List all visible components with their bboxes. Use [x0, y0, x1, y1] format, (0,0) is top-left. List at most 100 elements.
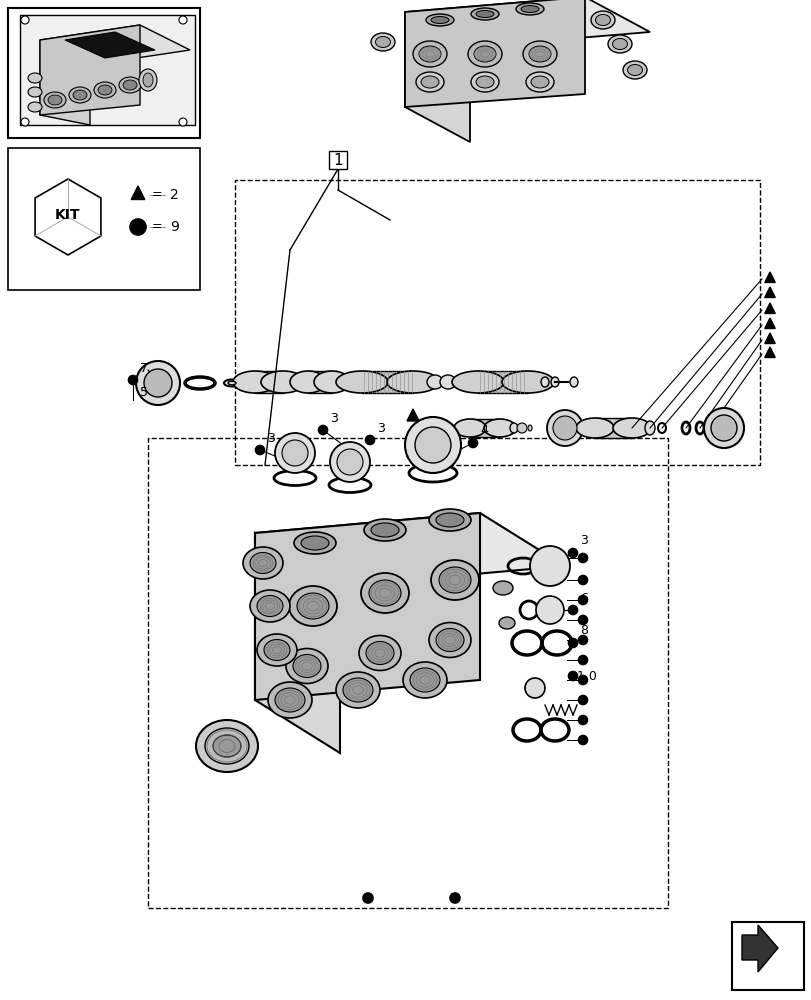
- Ellipse shape: [233, 371, 277, 393]
- Ellipse shape: [483, 419, 515, 437]
- Circle shape: [363, 893, 372, 903]
- Circle shape: [135, 361, 180, 405]
- Text: 3: 3: [579, 534, 587, 546]
- Ellipse shape: [264, 640, 290, 660]
- Polygon shape: [35, 179, 101, 255]
- Polygon shape: [131, 186, 144, 200]
- Text: 5: 5: [139, 385, 148, 398]
- Ellipse shape: [402, 662, 446, 698]
- Circle shape: [552, 416, 577, 440]
- Ellipse shape: [314, 371, 350, 393]
- Ellipse shape: [289, 586, 337, 626]
- Polygon shape: [255, 533, 340, 753]
- Ellipse shape: [644, 421, 654, 435]
- Circle shape: [318, 426, 327, 434]
- Circle shape: [178, 16, 187, 24]
- Circle shape: [530, 546, 569, 586]
- Circle shape: [577, 554, 587, 562]
- Ellipse shape: [290, 371, 325, 393]
- Ellipse shape: [594, 14, 610, 26]
- Ellipse shape: [28, 87, 42, 97]
- Polygon shape: [594, 418, 631, 438]
- Circle shape: [468, 438, 477, 448]
- Ellipse shape: [521, 6, 539, 13]
- Circle shape: [568, 672, 577, 680]
- Text: 1: 1: [333, 153, 342, 168]
- Circle shape: [365, 436, 374, 444]
- Ellipse shape: [526, 72, 553, 92]
- Ellipse shape: [453, 419, 486, 437]
- Ellipse shape: [257, 634, 297, 666]
- Text: =: =: [152, 221, 162, 234]
- Text: 1 0: 1 0: [577, 670, 596, 682]
- Polygon shape: [406, 445, 418, 457]
- Circle shape: [577, 696, 587, 704]
- Ellipse shape: [195, 720, 258, 772]
- Circle shape: [568, 548, 577, 558]
- Ellipse shape: [69, 87, 91, 103]
- Ellipse shape: [551, 377, 558, 387]
- Text: 9: 9: [169, 220, 178, 234]
- Ellipse shape: [436, 513, 463, 527]
- Text: KIT: KIT: [55, 208, 80, 222]
- Ellipse shape: [250, 552, 276, 574]
- Circle shape: [414, 427, 450, 463]
- Ellipse shape: [139, 69, 157, 91]
- Circle shape: [281, 440, 307, 466]
- Circle shape: [535, 596, 564, 624]
- Circle shape: [337, 449, 363, 475]
- Ellipse shape: [413, 41, 446, 67]
- Polygon shape: [255, 371, 283, 393]
- Ellipse shape: [475, 76, 493, 88]
- Ellipse shape: [440, 375, 456, 389]
- Ellipse shape: [73, 90, 87, 100]
- Ellipse shape: [575, 418, 613, 438]
- Ellipse shape: [501, 371, 553, 393]
- Circle shape: [405, 417, 461, 473]
- Circle shape: [449, 893, 460, 903]
- Ellipse shape: [474, 46, 496, 62]
- Polygon shape: [405, 12, 470, 142]
- Ellipse shape: [410, 668, 440, 692]
- Ellipse shape: [415, 72, 444, 92]
- Polygon shape: [764, 272, 775, 282]
- Ellipse shape: [515, 3, 543, 15]
- Polygon shape: [405, 0, 649, 47]
- Ellipse shape: [293, 654, 320, 678]
- Polygon shape: [405, 0, 584, 107]
- Ellipse shape: [363, 519, 406, 541]
- Circle shape: [128, 375, 137, 384]
- Ellipse shape: [528, 46, 551, 62]
- Polygon shape: [65, 32, 155, 58]
- Ellipse shape: [375, 36, 390, 48]
- Ellipse shape: [431, 560, 478, 600]
- Ellipse shape: [436, 628, 463, 652]
- Ellipse shape: [44, 92, 66, 108]
- Text: =: =: [152, 189, 162, 202]
- Ellipse shape: [607, 35, 631, 53]
- Circle shape: [130, 219, 146, 235]
- Ellipse shape: [428, 622, 470, 658]
- Polygon shape: [406, 409, 418, 421]
- Ellipse shape: [122, 80, 137, 90]
- Ellipse shape: [527, 425, 531, 431]
- Ellipse shape: [336, 371, 388, 393]
- Circle shape: [577, 636, 587, 644]
- Ellipse shape: [371, 33, 394, 51]
- Ellipse shape: [612, 418, 650, 438]
- Ellipse shape: [212, 735, 241, 757]
- Ellipse shape: [387, 371, 439, 393]
- Ellipse shape: [242, 547, 283, 579]
- Circle shape: [21, 16, 29, 24]
- Ellipse shape: [257, 595, 283, 616]
- Text: 3: 3: [376, 422, 384, 434]
- Bar: [328, 151, 346, 169]
- Ellipse shape: [268, 682, 311, 718]
- Ellipse shape: [590, 11, 614, 29]
- Ellipse shape: [336, 672, 380, 708]
- Circle shape: [329, 442, 370, 482]
- Circle shape: [577, 715, 587, 724]
- Bar: [148, 438, 667, 908]
- Bar: [8, 8, 200, 138]
- Circle shape: [577, 615, 587, 624]
